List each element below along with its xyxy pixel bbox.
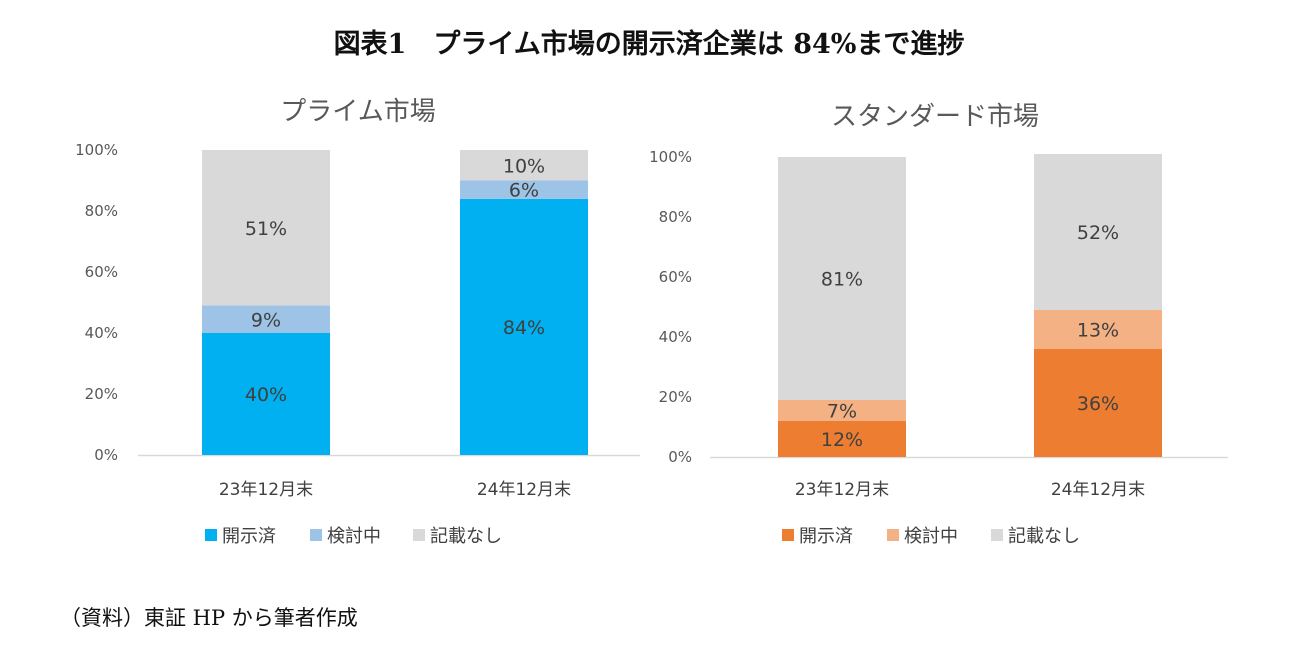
standard-bar-segment	[778, 400, 906, 421]
prime-data-label: 6%	[509, 180, 539, 202]
standard-y-tick-label: 80%	[659, 208, 692, 226]
standard-y-tick-label: 40%	[659, 328, 692, 346]
prime-legend-swatch	[413, 529, 425, 541]
prime-y-tick-label: 60%	[85, 263, 118, 281]
standard-data-label: 12%	[821, 429, 863, 451]
standard-data-label: 52%	[1077, 222, 1119, 244]
standard-bar-segment	[1034, 154, 1162, 310]
standard-y-tick-label: 0%	[668, 448, 692, 466]
standard-category-label: 23年12月末	[795, 480, 889, 500]
prime-legend-swatch	[310, 529, 322, 541]
standard-category-label: 24年12月末	[1051, 480, 1145, 500]
standard-bar-segment	[778, 157, 906, 400]
prime-bar-segment	[460, 180, 588, 199]
prime-data-label: 51%	[245, 218, 287, 240]
prime-y-tick-label: 100%	[75, 141, 118, 159]
prime-bar-segment	[460, 150, 588, 181]
prime-bar-segment	[460, 198, 588, 456]
standard-bar-segment	[1034, 349, 1162, 457]
prime-y-tick-label: 80%	[85, 202, 118, 220]
prime-bar-segment	[202, 333, 330, 455]
standard-data-label: 36%	[1077, 393, 1119, 415]
prime-bar-segment	[202, 150, 330, 306]
standard-chart-title: スタンダード市場	[831, 102, 1039, 132]
standard-legend-label: 開示済	[799, 526, 853, 547]
prime-category-label: 24年12月末	[477, 480, 571, 500]
prime-data-label: 84%	[503, 317, 545, 339]
prime-data-label: 9%	[251, 309, 281, 331]
standard-data-label: 7%	[827, 401, 857, 423]
prime-y-tick-label: 0%	[94, 446, 118, 464]
standard-bar-segment	[778, 421, 906, 457]
source-note: （資料）東証 HP から筆者作成	[60, 606, 358, 630]
standard-y-tick-label: 100%	[649, 148, 692, 166]
prime-category-label: 23年12月末	[219, 480, 313, 500]
prime-data-label: 10%	[503, 155, 545, 177]
prime-y-tick-label: 20%	[85, 385, 118, 403]
prime-bar-segment	[202, 305, 330, 333]
figure-title: 図表1 プライム市場の開示済企業は 84%まで進捗	[333, 29, 965, 60]
standard-legend-label: 検討中	[904, 526, 958, 547]
standard-y-tick-label: 60%	[659, 268, 692, 286]
prime-chart-title: プライム市場	[280, 97, 435, 127]
prime-data-label: 40%	[245, 384, 287, 406]
standard-legend-label: 記載なし	[1008, 526, 1080, 547]
prime-legend-swatch	[205, 529, 217, 541]
prime-y-tick-label: 40%	[85, 324, 118, 342]
standard-bar-segment	[1034, 310, 1162, 349]
prime-legend-label: 開示済	[222, 526, 276, 547]
standard-legend-swatch	[991, 529, 1003, 541]
standard-legend-swatch	[782, 529, 794, 541]
prime-legend-label: 検討中	[327, 526, 381, 547]
standard-legend-swatch	[887, 529, 899, 541]
prime-legend-label: 記載なし	[430, 526, 502, 547]
standard-y-tick-label: 20%	[659, 388, 692, 406]
standard-data-label: 81%	[821, 269, 863, 291]
standard-data-label: 13%	[1077, 320, 1119, 342]
